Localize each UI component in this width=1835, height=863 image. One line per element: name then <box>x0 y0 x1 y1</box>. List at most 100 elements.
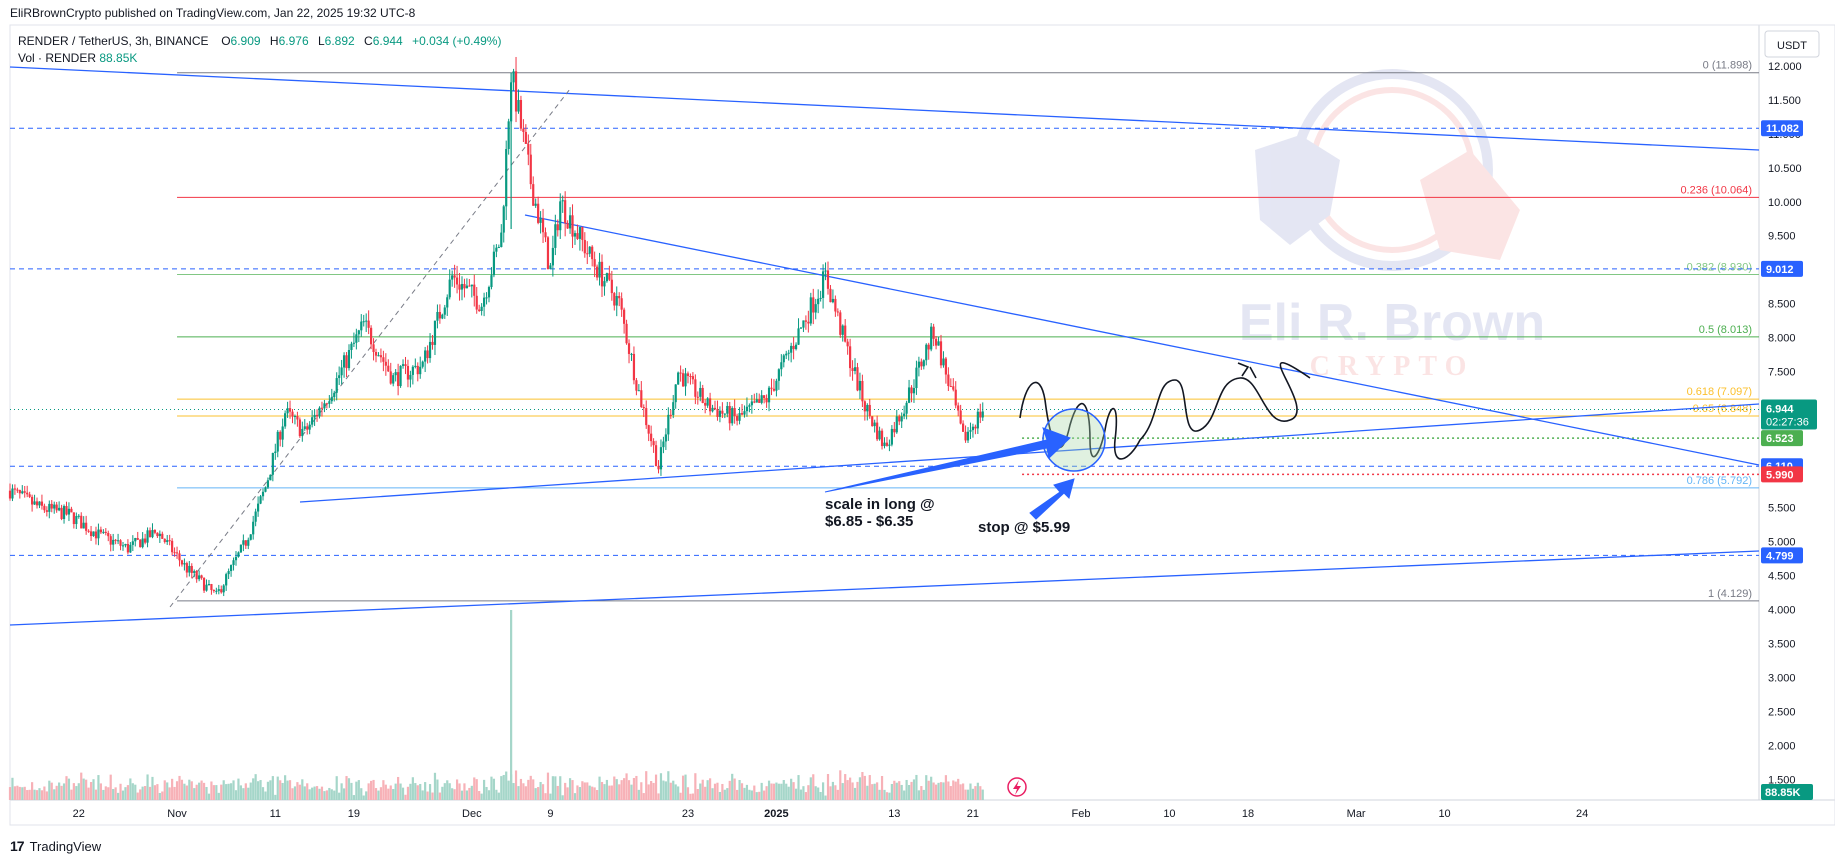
candle-body <box>21 491 24 494</box>
candle-body <box>878 430 881 440</box>
candle-body <box>468 285 471 287</box>
volume-bar <box>731 773 734 800</box>
candle-body <box>55 504 58 511</box>
volume-bar <box>355 781 358 800</box>
volume-bar <box>114 787 117 800</box>
candle-body <box>541 218 545 233</box>
volume-bar <box>898 781 901 800</box>
candle-body <box>777 369 780 381</box>
candle-body <box>144 538 147 543</box>
volume-bar <box>939 782 943 800</box>
volume-bar <box>839 770 842 800</box>
volume-bar <box>220 784 223 800</box>
candle-body <box>711 407 714 412</box>
volume-bar <box>949 786 952 800</box>
candle-body <box>313 414 316 418</box>
volume-bar <box>340 783 343 800</box>
volume-legend[interactable]: Vol · RENDER 88.85K <box>18 51 137 65</box>
candle-body <box>544 232 547 238</box>
candle-body <box>171 540 174 553</box>
volume-bar <box>279 780 282 800</box>
candle-body <box>350 343 353 351</box>
candle-body <box>947 374 950 387</box>
candle-body <box>900 416 903 422</box>
currency-selector[interactable]: USDT <box>1764 30 1820 58</box>
volume-bar <box>463 783 466 800</box>
candle-body <box>667 414 670 435</box>
candle-body <box>11 488 14 499</box>
candle-body <box>608 273 611 280</box>
scale-in-annotation: scale in long @ $6.85 - $6.35 <box>825 496 935 530</box>
candle-body <box>605 273 609 282</box>
candle-body <box>679 372 682 374</box>
volume-bar <box>844 774 847 800</box>
lightning-icon[interactable] <box>1007 777 1027 797</box>
volume-bar <box>320 786 324 800</box>
candle-body <box>635 380 638 391</box>
candle-body <box>573 233 577 237</box>
candle-body <box>937 341 940 346</box>
candle-body <box>26 492 29 495</box>
volume-bar <box>436 779 439 800</box>
volume-bar <box>630 784 633 800</box>
candle-body <box>780 362 783 370</box>
candle-body <box>915 367 918 389</box>
volume-bar <box>338 792 341 800</box>
volume-bar <box>458 783 461 800</box>
candle-body <box>261 491 265 497</box>
candle-body <box>674 384 677 403</box>
volume-bar <box>38 788 41 800</box>
volume-bar <box>205 786 208 800</box>
candle-body <box>691 376 694 380</box>
volume-bar <box>82 778 85 800</box>
candle-body <box>148 530 152 538</box>
volume-bar <box>158 792 161 800</box>
scale-in-line-2: $6.85 - $6.35 <box>825 513 914 530</box>
fibonacci-retracement[interactable]: 0 (11.898) 0.236 (10.064) 0.382 (8.930) 0.5… <box>177 60 1759 602</box>
volume-bar <box>568 778 572 800</box>
x-tick-label: Feb <box>1072 808 1091 820</box>
candle-body <box>554 224 557 248</box>
volume-bar <box>903 790 906 800</box>
volume-bar <box>745 784 749 800</box>
candle-body <box>487 287 491 298</box>
candle-body <box>183 563 186 565</box>
candle-body <box>323 403 326 409</box>
volume-bar <box>112 788 115 800</box>
volume-bar <box>28 789 31 800</box>
volume-bar <box>202 782 206 800</box>
candle-body <box>812 297 815 313</box>
volume-bar <box>794 788 798 800</box>
candle-body <box>50 503 53 509</box>
volume-bar <box>8 787 12 800</box>
candle-body <box>406 366 410 380</box>
volume-bar <box>969 783 972 800</box>
candle-body <box>72 512 75 525</box>
volume-bar <box>527 779 530 800</box>
volume-bar <box>637 789 640 800</box>
symbol-legend[interactable]: RENDER / TetherUS, 3h, BINANCE O6.909 H6… <box>18 34 507 48</box>
candle-body <box>288 408 292 412</box>
candle-body <box>460 283 464 290</box>
volume-bar <box>116 792 120 800</box>
volume-bar <box>200 780 203 800</box>
trendlines[interactable] <box>9 66 1760 626</box>
candle-body <box>925 344 928 361</box>
candle-body <box>583 239 586 254</box>
volume-bar <box>482 779 486 800</box>
footer-branding[interactable]: 17 TradingView <box>10 838 101 854</box>
level-price-tag <box>1761 260 1803 277</box>
fib-level-label: 0.236 (10.064) <box>1680 184 1752 196</box>
candle-body <box>861 380 864 402</box>
volume-bar <box>374 788 378 800</box>
volume-bar <box>43 786 46 800</box>
time-axis[interactable]: 22 Nov 11 19 Dec 9 23 2025 13 21 Feb 10 18 Mar 10 24 <box>73 808 1589 820</box>
candle-body <box>566 223 569 229</box>
candle-body <box>443 307 446 315</box>
candle-body <box>303 426 306 429</box>
candle-body <box>254 511 257 522</box>
candle-body <box>718 410 722 417</box>
horizontal-levels[interactable] <box>10 127 1759 556</box>
volume-bar <box>650 781 653 800</box>
